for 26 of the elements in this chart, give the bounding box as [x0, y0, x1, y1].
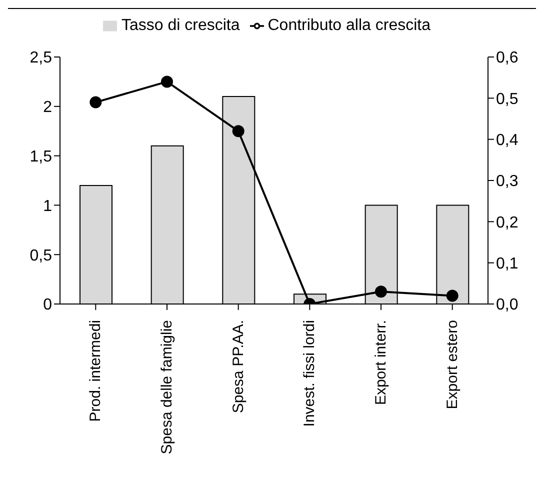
y2-tick-label: 0,5	[496, 90, 518, 108]
y2-tick-label: 0,2	[496, 214, 518, 232]
legend-label: Tasso di crescita	[121, 17, 240, 34]
y-tick-label: 2,5	[30, 50, 52, 67]
y-tick-label: 2	[43, 99, 52, 116]
point	[375, 286, 387, 298]
x-tick-label: Spesa PP.AA.	[230, 320, 247, 414]
x-tick-label: Invest. fissi lordi	[301, 320, 318, 427]
y2-tick-label: 0,6	[496, 50, 518, 67]
y-tick-label: 0	[43, 296, 52, 314]
y2-tick-label: 0,3	[496, 173, 518, 190]
point	[232, 125, 244, 138]
y2-tick-label: 0,1	[496, 256, 518, 273]
x-tick-label: Export interr.	[372, 320, 390, 406]
y-tick-label: 1,5	[30, 148, 52, 166]
legend-label: Contributo alla crescita	[268, 17, 430, 34]
x-tick-label: Spesa delle famiglie	[158, 320, 176, 454]
point	[161, 76, 173, 88]
y-tick-label: 0,5	[30, 247, 52, 264]
y2-tick-label: 0,4	[496, 132, 518, 150]
point	[446, 290, 458, 302]
point	[90, 96, 102, 108]
x-tick-label: Prod. intermedi	[87, 320, 104, 422]
y-tick-label: 1	[43, 198, 52, 215]
x-tick-label: Export estero	[444, 320, 461, 410]
y2-tick-label: 0,0	[496, 296, 518, 314]
